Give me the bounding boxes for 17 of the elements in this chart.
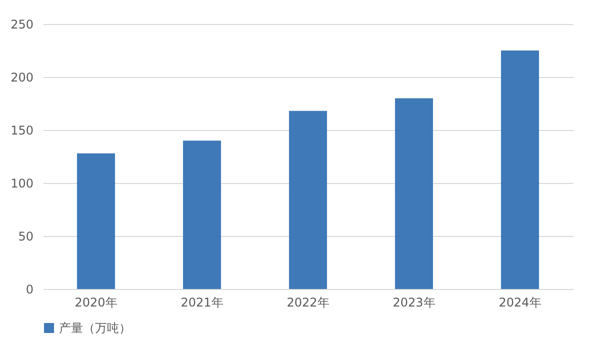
x-tick-label: 2022年 <box>286 296 330 310</box>
y-tick-label: 200 <box>10 70 34 84</box>
bar <box>501 50 539 289</box>
bar <box>289 110 327 289</box>
bar <box>395 98 433 289</box>
y-tick-label: 100 <box>10 176 34 190</box>
y-tick-label: 50 <box>18 230 34 244</box>
y-tick-label: 250 <box>10 18 34 32</box>
bar <box>77 153 115 289</box>
bar <box>183 140 221 289</box>
x-tick-label: 2020年 <box>74 296 118 310</box>
x-tick-label: 2021年 <box>180 296 224 310</box>
y-tick-label: 0 <box>26 282 34 296</box>
x-tick-label: 2023年 <box>392 296 436 310</box>
legend-label: 产量（万吨） <box>59 321 131 335</box>
y-tick-label: 150 <box>10 124 34 138</box>
x-tick-label: 2024年 <box>498 296 542 310</box>
